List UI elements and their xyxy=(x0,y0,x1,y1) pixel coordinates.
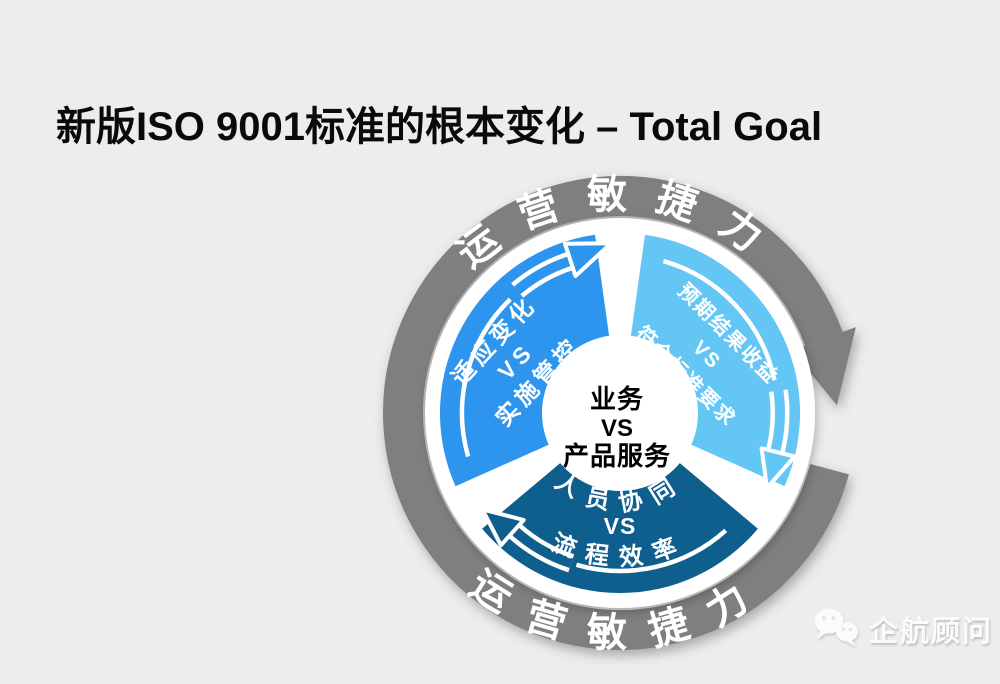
center-line2: VS xyxy=(601,415,633,442)
segment-right-arrowhead xyxy=(759,446,797,490)
segment-right-arrow xyxy=(662,258,797,490)
segment-left-arrowhead xyxy=(563,241,614,278)
segment-bottom-arrowhead xyxy=(480,507,526,548)
watermark-brand: 企航顾问 xyxy=(869,616,994,648)
watermark: 企航顾问 xyxy=(812,603,993,655)
center-line3: 产品服务 xyxy=(563,441,671,471)
segment-bottom-line2: VS xyxy=(604,513,637,539)
agility-cycle-diagram: 运营敏捷力 运营敏捷力 适应变化 VS 实施管控 预期结果收益 VS 符合标准要… xyxy=(383,173,856,655)
segment-left-arrow xyxy=(459,241,614,458)
segment-bottom-arrow xyxy=(480,507,728,574)
outer-ring-arc xyxy=(383,176,849,651)
wechat-icon xyxy=(814,608,858,647)
page-title: 新版ISO 9001标准的根本变化 – Total Goal xyxy=(56,105,823,149)
segment-right xyxy=(630,234,801,487)
center-hub: 业务 VS 产品服务 xyxy=(550,356,684,490)
outer-ring-arrow xyxy=(383,176,856,651)
segment-left xyxy=(439,234,610,487)
outer-ring-arrowhead xyxy=(792,327,856,406)
center-circle xyxy=(550,356,684,490)
center-line1: 业务 xyxy=(590,384,644,414)
